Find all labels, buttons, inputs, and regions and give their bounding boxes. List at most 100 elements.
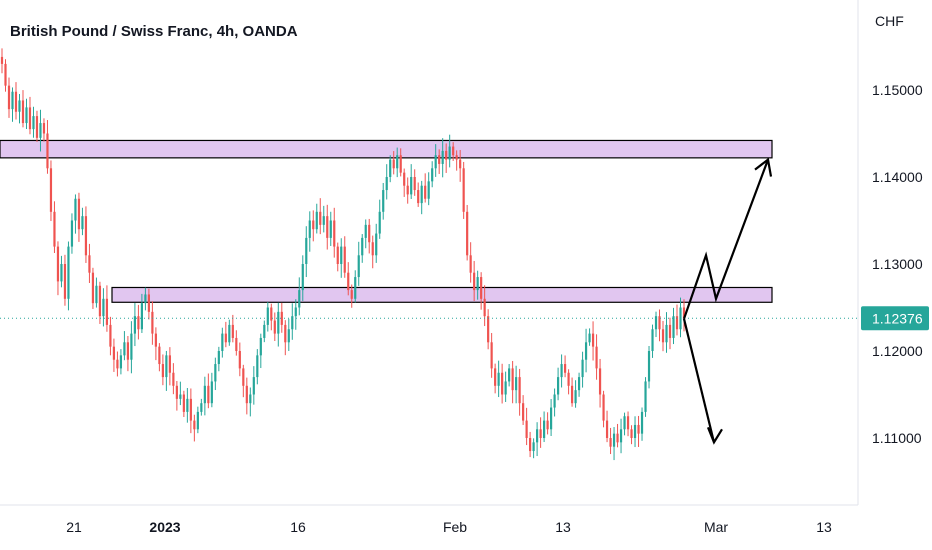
candle [49,160,53,222]
candle [179,381,182,406]
x-tick-label: Mar [704,519,728,535]
candle [675,304,679,336]
candle [410,164,413,199]
candle [140,293,143,333]
candle [605,410,609,443]
candle [137,304,140,340]
candle [392,151,395,175]
candle [494,363,497,394]
candle [570,377,574,407]
candle [431,161,434,188]
projection-arrows [682,157,773,445]
candle [501,363,504,404]
candle [556,367,560,401]
candle [109,316,112,356]
candle [32,106,35,138]
candle [298,277,301,316]
zone-upper-resistance [0,139,773,159]
candle [291,303,294,340]
candle [46,120,49,174]
candle [95,277,98,308]
candle [207,373,210,409]
current-price-label: 1.12376 [872,310,923,326]
candle [546,412,549,435]
candle [277,302,280,347]
candle [396,147,399,178]
candles [0,48,686,461]
candle [333,207,336,258]
candle [371,235,374,269]
candle [18,93,21,124]
candle [672,307,675,345]
candle [529,431,532,458]
candle [525,407,528,446]
x-tick-label: 13 [555,519,571,535]
candle [626,411,630,437]
y-tick-label: 1.13000 [872,256,923,272]
candle [11,87,14,122]
candle [445,143,448,173]
y-tick-label: 1.15000 [872,82,923,98]
candle [448,134,451,168]
candle [434,144,437,177]
candle [455,150,458,171]
candle [497,360,500,398]
candle [609,427,612,455]
candle [647,345,651,389]
candle [284,320,287,356]
candle [361,234,364,263]
candle [326,204,329,250]
candle [668,317,672,350]
candle [427,172,430,206]
candle [515,365,518,404]
candle [301,255,304,301]
candle [263,320,266,343]
candle [511,360,514,404]
candle [221,327,224,358]
candle [658,309,661,342]
candle [368,218,371,254]
candle [98,281,102,324]
candle [616,423,619,448]
candle [189,388,192,434]
candle [77,192,81,242]
candle [543,411,546,443]
candle [273,312,276,342]
candle [633,416,637,448]
candle [245,377,248,415]
candle [63,254,67,306]
candle [504,371,507,402]
candle [441,138,444,178]
candle [200,398,203,416]
candle [598,358,602,408]
candle [119,349,123,375]
candle [238,342,241,377]
candle [259,333,262,369]
candle [196,406,199,434]
candle [595,334,598,380]
chart-title: British Pound / Swiss Franc, 4h, OANDA [10,23,298,40]
candle [574,380,577,408]
y-axis: 1.15000 1.14000 1.13000 1.12000 1.11000 [872,82,923,446]
candle [357,241,360,286]
candle [154,327,157,361]
candle [158,343,161,372]
candle [651,324,654,358]
candle [210,372,213,408]
candle [378,199,381,239]
candle [249,387,252,417]
candle [399,148,402,177]
candle [340,238,343,278]
candle [130,321,133,374]
candle [112,338,116,372]
current-price-tag [861,306,929,331]
candle [214,357,217,391]
candle [74,194,77,234]
candle [637,415,640,447]
candle [133,303,137,347]
x-tick-label: 21 [66,519,82,535]
candle [459,149,462,182]
candle [553,388,556,417]
candle [81,207,84,236]
